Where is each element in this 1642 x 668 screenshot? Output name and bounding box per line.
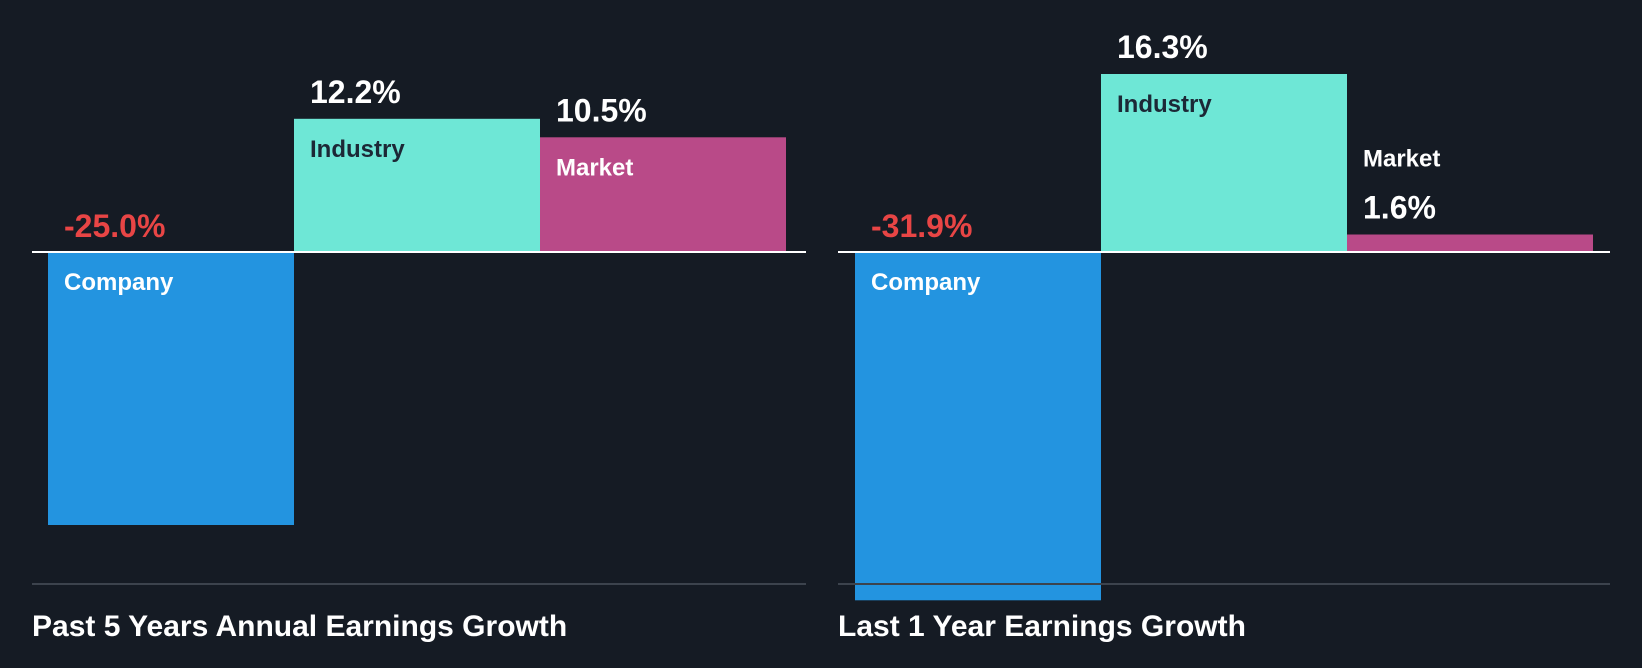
bar-market bbox=[1347, 234, 1593, 252]
chart-title: Last 1 Year Earnings Growth bbox=[838, 610, 1246, 643]
bar-industry bbox=[1101, 74, 1347, 252]
value-label-company: -31.9% bbox=[871, 208, 972, 244]
bar-company bbox=[855, 252, 1101, 601]
chart-panel-2: Company -31.9% Industry 16.3% Market 1.6% Last… bbox=[838, 29, 1610, 643]
bar-company bbox=[48, 252, 294, 525]
category-label-company: Company bbox=[871, 269, 981, 296]
category-label-market: Market bbox=[556, 154, 633, 181]
value-label-market: 1.6% bbox=[1363, 190, 1436, 226]
category-label-industry: Industry bbox=[1117, 91, 1212, 118]
bar-market bbox=[540, 137, 786, 252]
category-label-company: Company bbox=[64, 269, 174, 296]
bar-industry bbox=[294, 118, 540, 252]
value-label-market: 10.5% bbox=[556, 92, 647, 128]
value-label-company: -25.0% bbox=[64, 208, 165, 244]
chart-title: Past 5 Years Annual Earnings Growth bbox=[32, 610, 567, 643]
category-label-industry: Industry bbox=[310, 136, 405, 163]
value-label-industry: 12.2% bbox=[310, 74, 401, 110]
value-label-industry: 16.3% bbox=[1117, 29, 1208, 65]
category-label-market: Market bbox=[1363, 146, 1440, 173]
chart-panel-1: Company -25.0% Industry 12.2% Market 10.5% Pas… bbox=[32, 74, 806, 643]
